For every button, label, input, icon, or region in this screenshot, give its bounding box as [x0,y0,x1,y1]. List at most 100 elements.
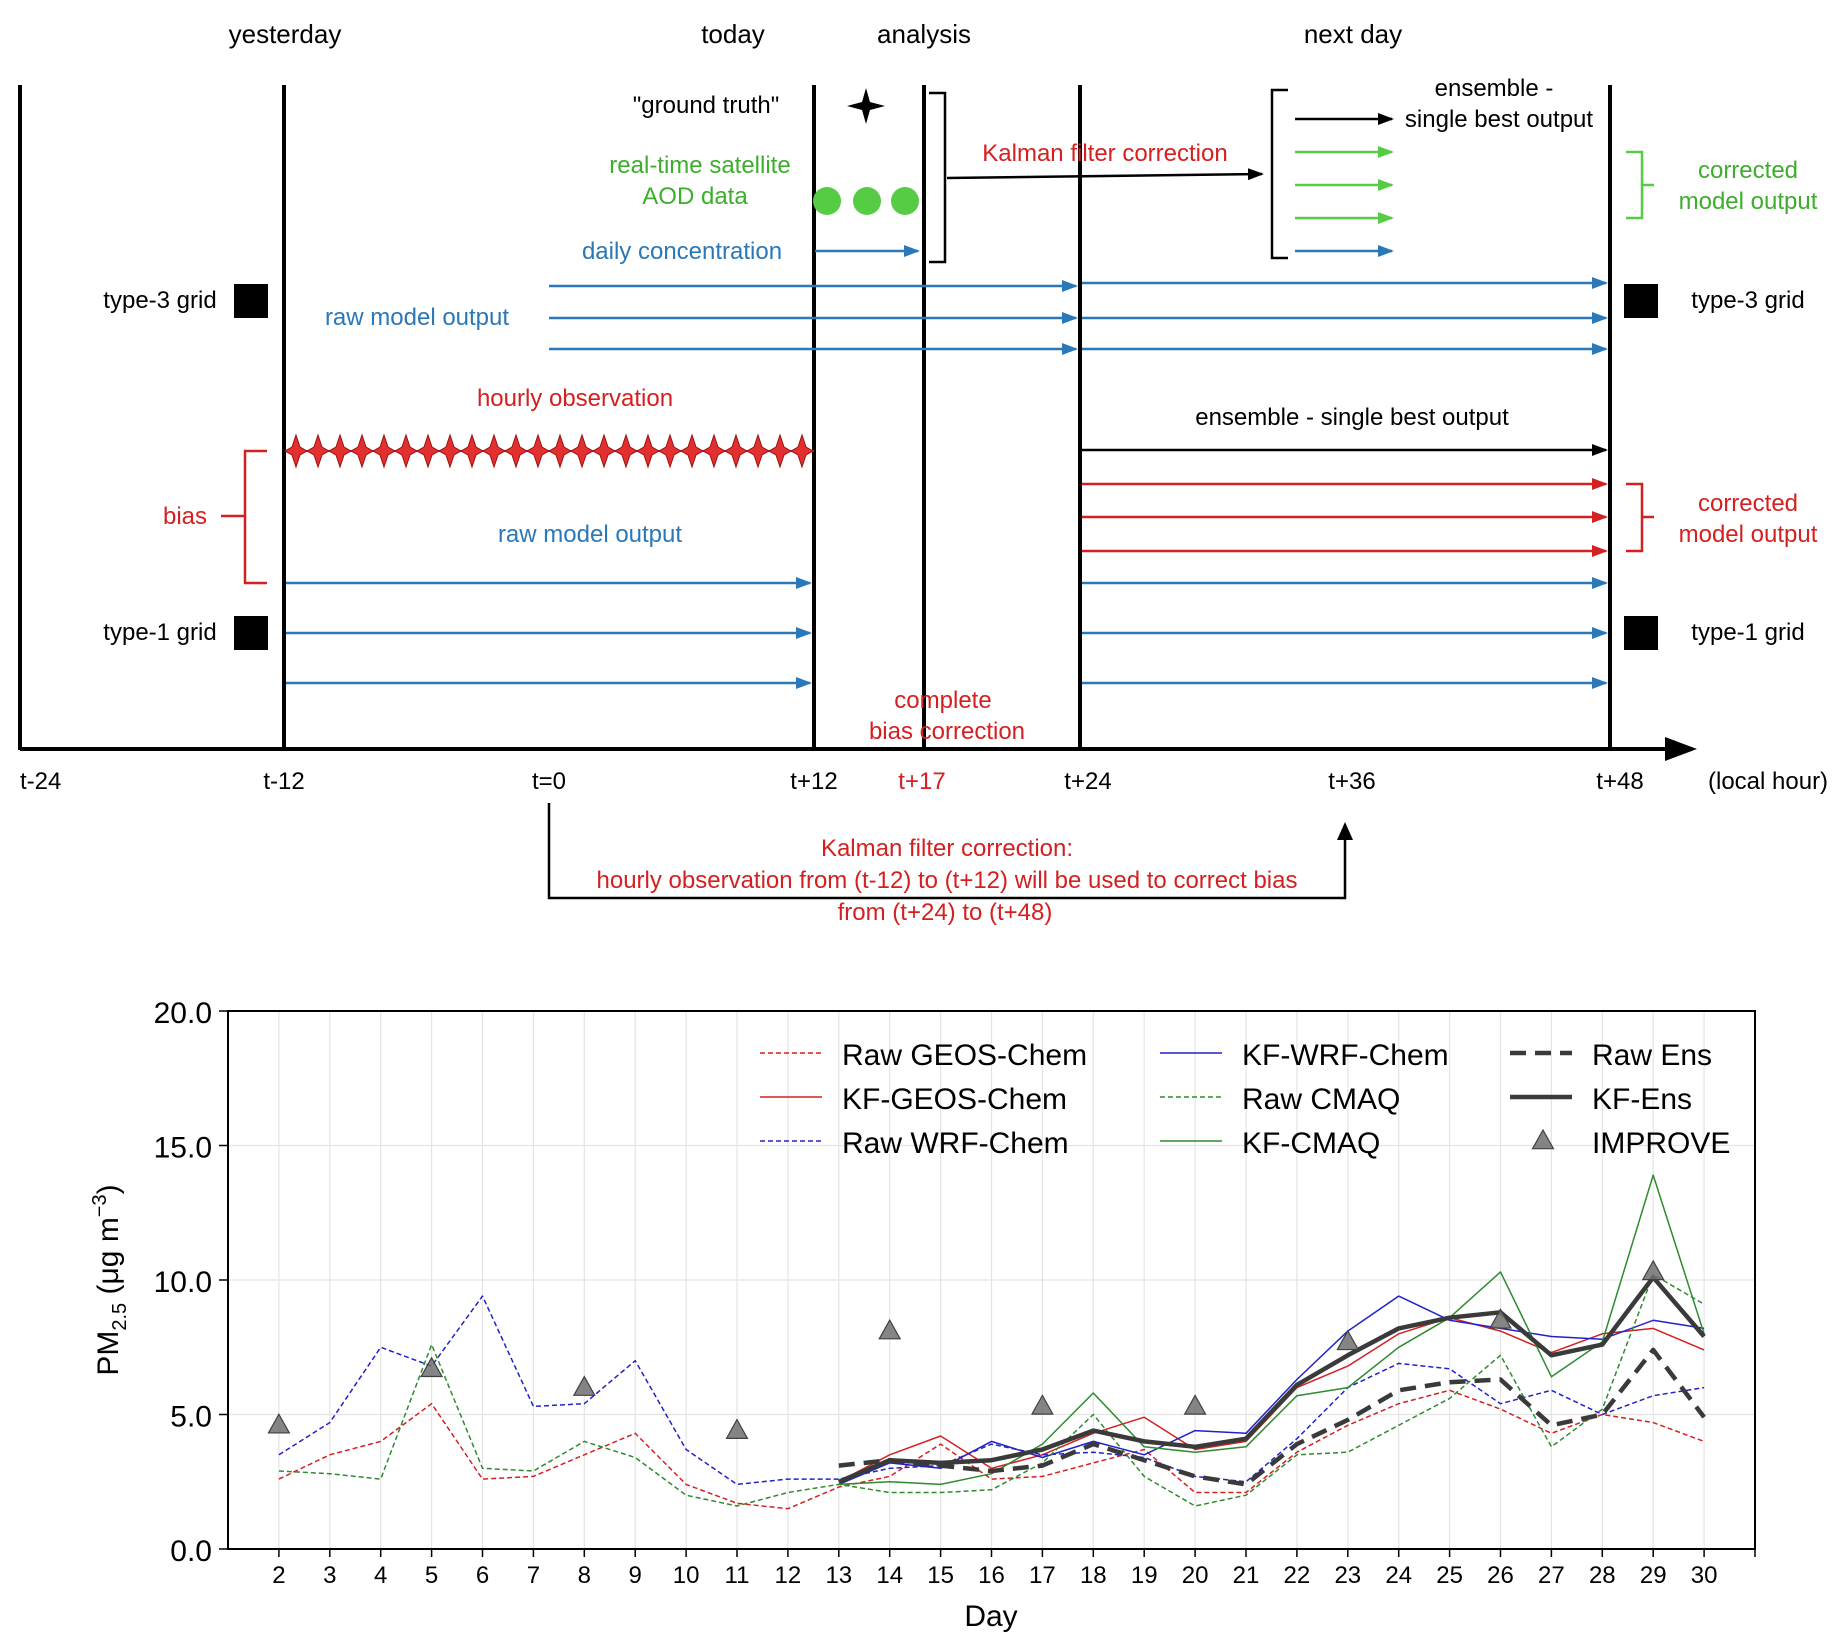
legend-label: Raw CMAQ [1242,1083,1400,1116]
series-raw-geos-chem [278,1389,1705,1510]
observation-star-icon [701,433,727,469]
satellite-dot [891,187,919,215]
improve-point [1641,1259,1665,1281]
x-axis-label: Day [964,1600,1017,1633]
type1-grid-square-right [1624,616,1658,650]
observation-star-icon [569,433,595,469]
kalman-bottom-line1: Kalman filter correction: [821,835,1073,862]
tick-t0: t=0 [532,768,566,795]
type1-grid-label-right: type-1 grid [1691,619,1804,646]
improve-point [1489,1308,1512,1329]
x-tick-label: 20 [1182,1562,1209,1589]
observation-star-icon [371,433,397,469]
y-tick-label: 20.0 [154,997,212,1030]
improve-point [878,1318,902,1340]
x-tick-label: 17 [1029,1562,1056,1589]
series-lines [278,1174,1706,1510]
observation-star-icon [745,433,771,469]
type1-grid-square-left [234,616,268,650]
ensemble-top-line1: ensemble - [1435,75,1554,102]
x-tick-label: 16 [978,1562,1005,1589]
legend: Raw GEOS-Chem KF-GEOS-Chem Raw WRF-Chem KF-… [760,1039,1730,1160]
improve-markers [267,1259,1665,1439]
observation-star-icon [657,433,683,469]
hourly-observation-label: hourly observation [477,385,673,412]
x-tick-label: 10 [673,1562,700,1589]
corrected-red-line2: model output [1679,521,1818,548]
label-analysis: analysis [877,19,971,49]
tick-t-12: t-12 [263,768,304,795]
observation-star-icon [349,433,375,469]
x-tick-label: 30 [1691,1562,1718,1589]
x-tick-label: 27 [1538,1562,1565,1589]
type3-grid-square-left [234,284,268,318]
legend-label: KF-CMAQ [1242,1127,1380,1160]
y-axis-label: PM2.5 (μg m−3) [89,1184,131,1375]
series-raw-ens [838,1347,1706,1487]
observation-star-icon [613,433,639,469]
time-axis-arrowhead [1665,737,1697,761]
legend-label: Raw GEOS-Chem [842,1039,1087,1072]
kalman-bottom-arrowhead [1337,822,1353,840]
x-tick-label: 29 [1640,1562,1667,1589]
x-tick-label: 14 [876,1562,903,1589]
legend-swatch [1531,1128,1555,1150]
x-tick-label: 22 [1284,1562,1311,1589]
y-tick-label: 0.0 [170,1535,212,1568]
bias-label: bias [163,503,207,530]
x-tick-label: 19 [1131,1562,1158,1589]
type3-grid-label-right: type-3 grid [1691,287,1804,314]
observation-star-icon [327,433,353,469]
improve-point [267,1413,291,1434]
legend-label: Raw Ens [1592,1039,1712,1072]
series-raw-cmaq [278,1273,1705,1507]
tick-local-hour: (local hour) [1708,768,1828,795]
type3-grid-square-right [1624,284,1658,318]
kalman-bottom-line3: from (t+24) to (t+48) [838,899,1053,926]
tick-t-24: t-24 [20,768,61,795]
complete-bias-line1: complete [894,687,991,714]
satellite-dot [813,187,841,215]
x-tick-label: 12 [775,1562,802,1589]
analysis-bracket [929,91,947,264]
observation-star-icon [305,433,331,469]
x-tick-label: 23 [1334,1562,1361,1589]
x-tick-label: 18 [1080,1562,1107,1589]
ground-truth-label: "ground truth" [633,92,779,119]
label-yesterday: yesterday [229,19,342,49]
kalman-top-label: Kalman filter correction [982,140,1227,167]
y-tick-label: 5.0 [170,1401,212,1434]
satellite-dot [853,187,881,215]
bias-bracket [221,449,267,585]
observation-star-icon [635,433,661,469]
series-kf-ens [837,1275,1706,1484]
observation-star-icon [525,433,551,469]
corrected-green-bracket [1626,150,1654,220]
observation-star-icon [591,433,617,469]
legend-label: KF-Ens [1592,1083,1692,1116]
tick-t+12: t+12 [790,768,837,795]
kalman-bottom-line2: hourly observation from (t-12) to (t+12)… [597,867,1298,894]
x-tick-label: 28 [1589,1562,1616,1589]
legend-label: KF-GEOS-Chem [842,1083,1067,1116]
y-tick-label: 15.0 [154,1132,212,1165]
grid-lines [228,1010,1756,1550]
satellite-label-line1: real-time satellite [609,152,790,179]
improve-point [1030,1394,1054,1415]
x-tick-label: 11 [725,1562,750,1589]
corrected-red-bracket [1626,482,1654,553]
series-kf-wrf-chem [838,1295,1705,1486]
corrected-green-line2: model output [1679,188,1818,215]
observation-star-icon [459,433,485,469]
improve-point [420,1356,444,1378]
x-tick-label: 5 [425,1562,438,1589]
observation-star-icon [547,433,573,469]
improve-point [572,1375,596,1396]
y-tick-label: 10.0 [154,1266,212,1299]
label-next-day: next day [1304,19,1402,49]
x-tick-label: 4 [374,1562,387,1589]
x-tick-label: 15 [927,1562,954,1589]
observation-star-icon [503,433,529,469]
tick-t+36: t+36 [1328,768,1375,795]
